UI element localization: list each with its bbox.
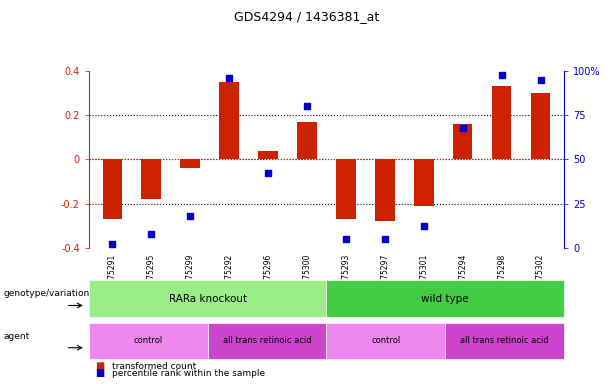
Point — [380, 236, 390, 242]
Bar — [180, 159, 200, 168]
Text: agent: agent — [3, 332, 29, 341]
Text: all trans retinoic acid: all trans retinoic acid — [460, 336, 549, 345]
Point — [419, 223, 428, 230]
Point — [536, 77, 546, 83]
Text: genotype/variation: genotype/variation — [3, 290, 89, 298]
Text: wild type: wild type — [421, 293, 469, 304]
Point — [497, 71, 506, 78]
Bar — [219, 82, 239, 159]
Bar — [492, 86, 511, 159]
Bar — [414, 159, 433, 206]
Point — [341, 236, 351, 242]
Bar — [375, 159, 395, 221]
Text: ■: ■ — [95, 361, 104, 371]
Bar — [531, 93, 550, 159]
Bar — [297, 122, 317, 159]
Bar — [258, 151, 278, 159]
Point — [263, 170, 273, 177]
Point — [147, 230, 156, 237]
Bar — [453, 124, 473, 159]
Bar — [102, 159, 122, 219]
Text: all trans retinoic acid: all trans retinoic acid — [223, 336, 311, 345]
Point — [224, 75, 234, 81]
Text: control: control — [134, 336, 163, 345]
Bar — [142, 159, 161, 199]
Point — [458, 124, 468, 131]
Point — [185, 213, 195, 219]
Text: control: control — [371, 336, 400, 345]
Point — [107, 241, 117, 247]
Point — [302, 103, 312, 109]
Bar — [336, 159, 356, 219]
Text: GDS4294 / 1436381_at: GDS4294 / 1436381_at — [234, 10, 379, 23]
Text: percentile rank within the sample: percentile rank within the sample — [112, 369, 265, 378]
Text: transformed count: transformed count — [112, 362, 196, 371]
Text: RARa knockout: RARa knockout — [169, 293, 246, 304]
Text: ■: ■ — [95, 368, 104, 378]
